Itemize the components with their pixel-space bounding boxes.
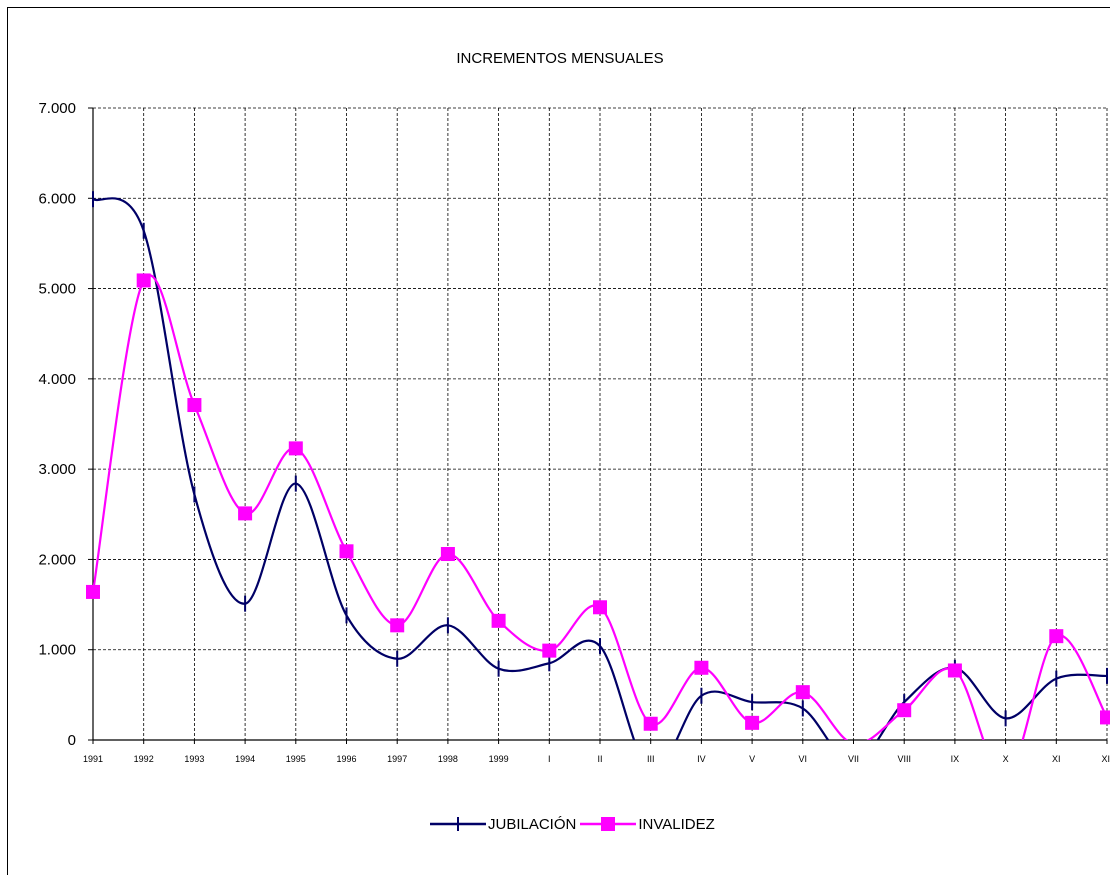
x-tick-label: 1993 (184, 754, 204, 764)
x-tick-label: 1995 (286, 754, 306, 764)
x-tick-label: IX (951, 754, 960, 764)
y-tick-label: 6.000 (38, 190, 76, 207)
data-point-invalidez (643, 716, 658, 731)
series-line-jubilacion (93, 197, 1107, 740)
legend: JUBILACIÓN INVALIDEZ (430, 812, 719, 836)
x-tick-labels: 1991 1992 1993 1994 1995 1996 1997 1998 1999 I II I… (83, 754, 1110, 764)
y-tick-label: 1.000 (38, 642, 76, 659)
x-tick-label: XII (1101, 754, 1110, 764)
x-tick-label: 1996 (336, 754, 356, 764)
data-point-invalidez (745, 715, 760, 730)
chart-title: INCREMENTOS MENSUALES (456, 50, 664, 67)
legend-item-invalidez: INVALIDEZ (580, 814, 715, 834)
x-tick-label: I (548, 754, 551, 764)
x-tick-label: 1991 (83, 754, 103, 764)
y-tick-label: 4.000 (38, 371, 76, 388)
data-point-invalidez (1049, 629, 1064, 644)
data-point-invalidez (694, 660, 709, 675)
x-tick-label: X (1003, 754, 1009, 764)
data-point-invalidez (593, 600, 607, 615)
y-tick-labels: 0 1.000 2.000 3.000 4.000 5.000 6.000 7.000 (38, 100, 76, 749)
x-tick-label: II (597, 754, 602, 764)
data-point-invalidez (947, 663, 962, 678)
data-point-invalidez (491, 613, 506, 628)
data-point-invalidez (440, 547, 455, 562)
legend-label-jubilacion: JUBILACIÓN (488, 815, 577, 833)
y-tick-label: 2.000 (38, 551, 76, 568)
data-point-invalidez (238, 506, 253, 521)
y-tick-label: 7.000 (38, 100, 76, 117)
legend-swatch-jubilacion (430, 817, 486, 831)
legend-item-jubilacion: JUBILACIÓN (430, 814, 576, 834)
x-tick-label: 1994 (235, 754, 255, 764)
y-tick-label: 5.000 (38, 281, 76, 298)
x-tick-label: XI (1052, 754, 1061, 764)
x-tick-label: VI (799, 754, 808, 764)
x-tick-label: IV (697, 754, 706, 764)
axes (88, 107, 1108, 744)
chart-frame (7, 7, 1110, 875)
data-point-invalidez (288, 441, 303, 456)
data-point-invalidez (86, 584, 100, 599)
x-tick-label: VII (848, 754, 859, 764)
data-point-invalidez (187, 398, 202, 413)
x-tick-label: 1992 (134, 754, 154, 764)
legend-label-invalidez: INVALIDEZ (638, 815, 715, 833)
legend-swatch-invalidez (580, 817, 637, 831)
y-tick-label: 0 (68, 732, 76, 749)
x-tick-label: VIII (897, 754, 911, 764)
data-point-invalidez (542, 643, 557, 658)
data-point-invalidez (136, 273, 151, 288)
y-tick-label: 3.000 (38, 461, 76, 478)
x-tick-label: V (749, 754, 755, 764)
data-point-invalidez (339, 544, 354, 559)
x-tick-label: 1999 (489, 754, 509, 764)
x-tick-label: 1997 (387, 754, 407, 764)
x-tick-label: III (647, 754, 655, 764)
data-point-invalidez (390, 618, 405, 633)
grid (93, 107, 1108, 740)
data-point-invalidez (1100, 710, 1110, 725)
x-tick-label: 1998 (438, 754, 458, 764)
data-point-invalidez (897, 703, 912, 718)
series-markers (86, 191, 1110, 731)
data-point-invalidez (795, 685, 810, 700)
